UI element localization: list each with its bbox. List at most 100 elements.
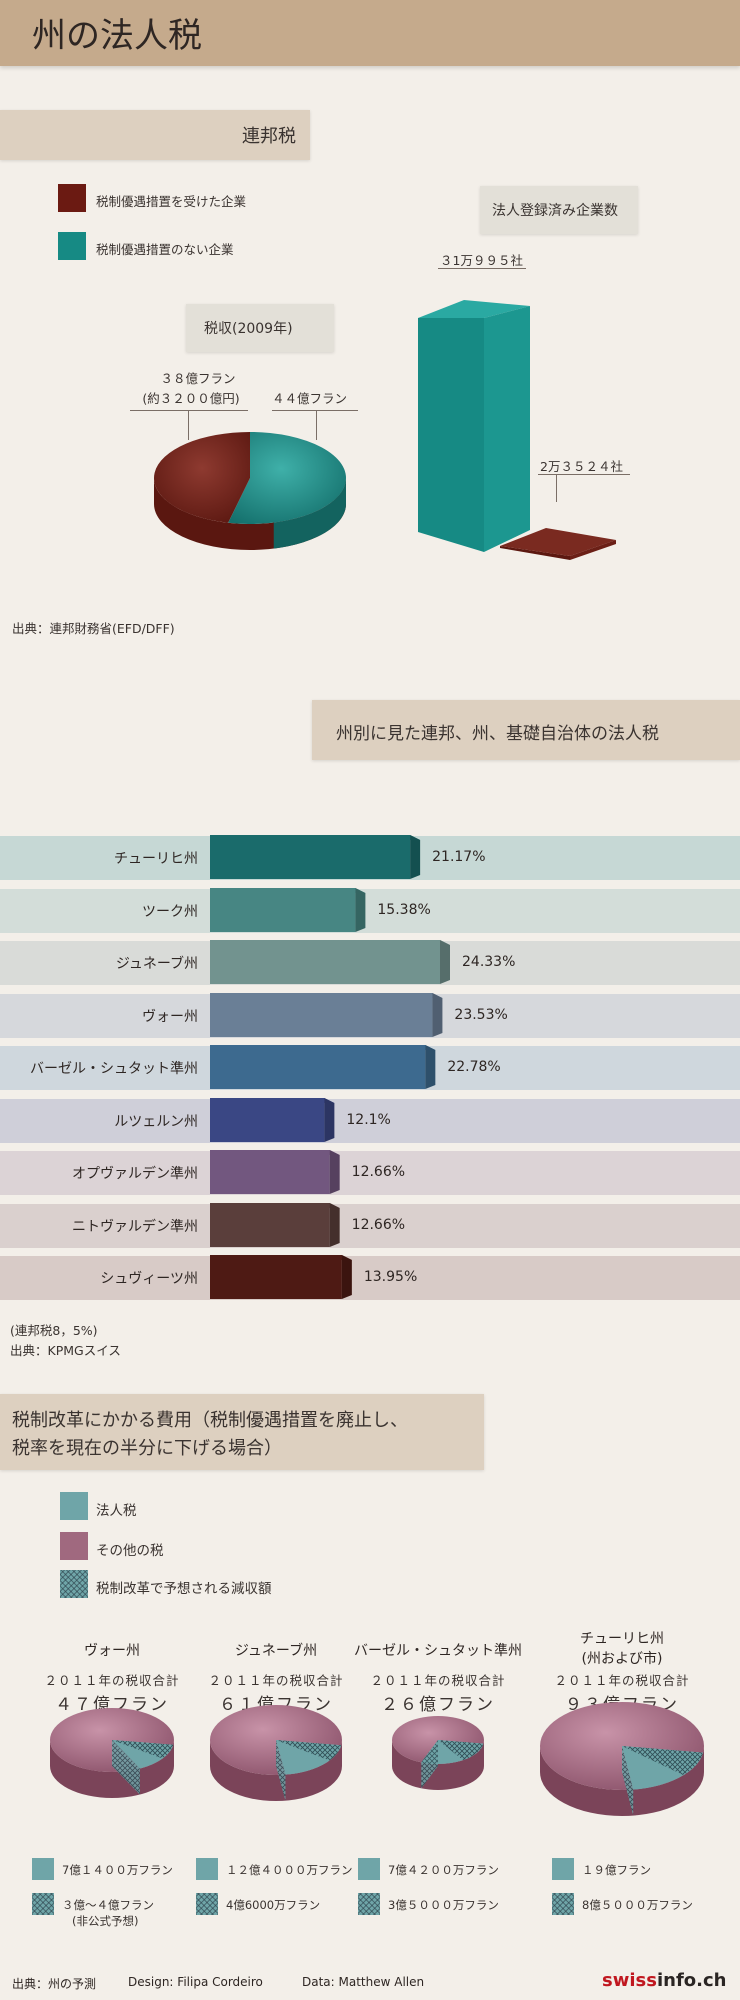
canton-bar-side (440, 940, 450, 984)
canton-name: オプヴァルデン準州 (72, 1166, 198, 1182)
canton-row (0, 889, 740, 933)
leader-line (272, 410, 358, 411)
canton-total-label: ２０１１年の税収合計 (554, 1673, 690, 1688)
cantonal-source: 出典：KPMGスイス (10, 1343, 121, 1358)
pie-cut-edge (276, 1740, 286, 1801)
bar-label-privileged: 2万３５２４社 (540, 459, 623, 474)
canton-row (0, 1204, 740, 1248)
pie-side (540, 1746, 704, 1816)
legend-other-tax-label: その他の税 (96, 1543, 164, 1559)
canton-bar-front (210, 888, 356, 932)
leader-line (316, 410, 317, 440)
canton-value: 12.66% (351, 1217, 406, 1233)
canton-name: ルツェルン州 (114, 1114, 198, 1130)
canton-name: シュヴィーツ州 (100, 1271, 198, 1287)
canton-bar (210, 888, 366, 932)
legend-revenue-cut-swatch (60, 1570, 88, 1598)
footer-data: Data: Matthew Allen (302, 1975, 425, 1989)
canton-bar (210, 1098, 335, 1142)
canton-value: 22.78% (447, 1059, 501, 1075)
canton-value: 15.38% (377, 902, 431, 918)
pie-label-privileged-2: (約３２００億円) (142, 391, 240, 406)
corporate-tax-swatch (196, 1858, 218, 1880)
canton-row (0, 1256, 740, 1300)
canton-value: 24.33% (462, 954, 516, 970)
corporate-tax-value: 7億４２００万フラン (388, 1863, 499, 1877)
revenue-pie (210, 1705, 342, 1801)
revenue-pie (392, 1716, 484, 1790)
canton-bar (210, 940, 450, 984)
leader-line (438, 268, 526, 269)
canton-column-name: ヴォー州 (84, 1643, 140, 1659)
bar-regular-side (484, 306, 530, 552)
legend-corporate-tax-swatch (60, 1492, 88, 1520)
canton-bar-side (329, 1150, 340, 1194)
leader-line (130, 410, 248, 411)
pie-title-box: 税収(2009年) (186, 304, 334, 352)
revenue-pie (540, 1702, 704, 1816)
bar-title-box: 法人登録済み企業数 (480, 186, 638, 234)
canton-bar-front (210, 940, 440, 984)
canton-bar (210, 1150, 340, 1194)
canton-column-name: チューリヒ州 (580, 1631, 664, 1647)
canton-total-label: ２０１１年の税収合計 (44, 1673, 180, 1688)
canton-bar-front (210, 1203, 330, 1247)
legend-other-tax-swatch (60, 1532, 88, 1560)
pie-revenue-cut (622, 1746, 704, 1776)
canton-bar-side (324, 1098, 335, 1142)
corporate-tax-value: 7億１４００万フラン (62, 1863, 173, 1877)
canton-column-name: バーゼル・シュタット準州 (354, 1643, 522, 1659)
canton-total-label: ２０１１年の税収合計 (370, 1673, 506, 1688)
canton-bar-side (432, 993, 443, 1037)
federal-tag: 連邦税 (0, 110, 310, 160)
pie-title: 税収(2009年) (204, 321, 293, 337)
revenue-cut-value: 4億6000万フラン (226, 1898, 321, 1912)
pie-side-regular (273, 478, 346, 549)
canton-bar-front (210, 1098, 325, 1142)
legend-corporate-tax-label: 法人税 (96, 1503, 137, 1519)
canton-bar-front (210, 835, 411, 879)
canton-bar-side (355, 888, 366, 932)
canton-total-value: ４７億フラン (55, 1695, 169, 1715)
bar-title: 法人登録済み企業数 (492, 203, 618, 219)
canton-bar (210, 835, 421, 879)
header-bar (0, 0, 740, 66)
cantonal-note: (連邦税8，5%) (10, 1323, 98, 1338)
pie-cut-edge (112, 1740, 140, 1795)
pie-revenue-cut (438, 1740, 484, 1761)
canton-bar-side (329, 1203, 340, 1247)
leader-line (556, 474, 557, 502)
pie-cut-edge (421, 1740, 438, 1789)
federal-pie-chart (153, 432, 346, 550)
canton-total-value: ２６億フラン (381, 1695, 495, 1715)
canton-value: 23.53% (454, 1007, 508, 1023)
revenue-cut-swatch (32, 1893, 54, 1915)
canton-bar-front (210, 1045, 426, 1089)
bar-privileged-front (500, 545, 570, 560)
pie-cut-edge (622, 1746, 634, 1816)
federal-source: 出典：連邦財務省(EFD/DFF) (12, 621, 175, 636)
reform-tag-line2: 税率を現在の半分に下げる場合） (12, 1438, 282, 1459)
canton-bar-side (410, 835, 421, 879)
bar-regular-front (418, 318, 484, 552)
pie-slice-privileged (153, 432, 250, 523)
federal-bar-chart (418, 300, 616, 560)
pie-side (50, 1740, 174, 1798)
footer-source: 出典：州の予測 (12, 1977, 97, 1991)
canton-bar-side (425, 1045, 436, 1089)
canton-value: 21.17% (432, 849, 486, 865)
canton-name: バーゼル・シュタット準州 (30, 1061, 198, 1077)
canton-name: ヴォー州 (142, 1009, 198, 1025)
corporate-tax-value: １９億フラン (582, 1863, 651, 1877)
revenue-cut-note: (非公式予想) (72, 1914, 139, 1928)
reform-tag: 税制改革にかかる費用（税制優遇措置を廃止し、 税率を現在の半分に下げる場合） (0, 1394, 484, 1470)
reform-tag-line1: 税制改革にかかる費用（税制優遇措置を廃止し、 (12, 1410, 408, 1431)
federal-tag-label: 連邦税 (242, 126, 296, 147)
canton-bar (210, 1255, 352, 1299)
revenue-cut-swatch (196, 1893, 218, 1915)
pie-slice-regular (228, 432, 346, 524)
canton-name: ニトヴァルデン準州 (72, 1219, 198, 1235)
pie-label-regular: ４４億フラン (272, 391, 348, 406)
revenue-cut-swatch (552, 1893, 574, 1915)
legend-regular-swatch (58, 232, 86, 260)
